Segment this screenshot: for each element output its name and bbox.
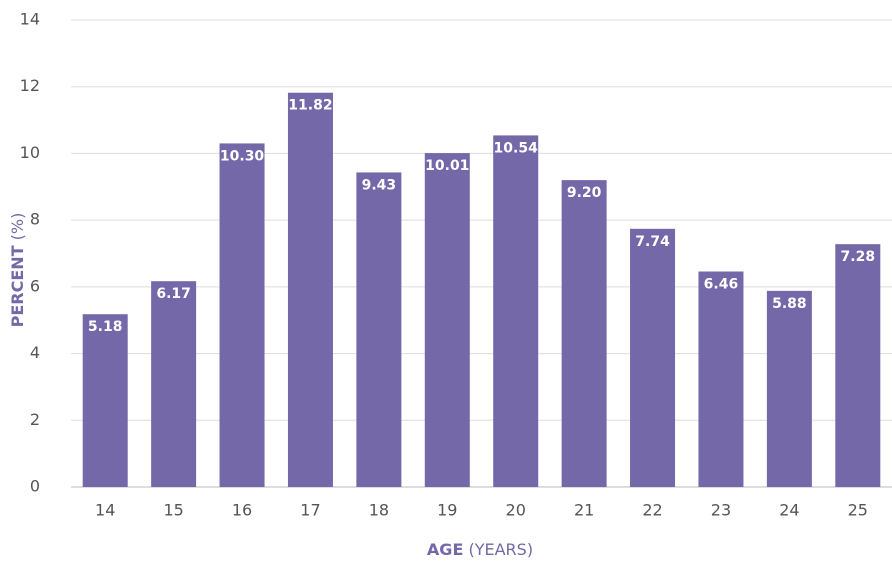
y-axis-label: PERCENT (%) bbox=[8, 213, 27, 328]
data-label: 11.82 bbox=[288, 98, 332, 114]
bar bbox=[82, 314, 128, 487]
x-axis-label: AGE (YEARS) bbox=[427, 540, 533, 559]
bar bbox=[287, 92, 333, 488]
data-label: 10.01 bbox=[425, 158, 469, 174]
x-tick-label: 14 bbox=[95, 501, 115, 520]
bar bbox=[835, 244, 881, 487]
y-axis-label-main: PERCENT bbox=[8, 245, 27, 327]
bar bbox=[493, 135, 539, 487]
bar bbox=[561, 180, 607, 487]
data-label: 6.46 bbox=[704, 277, 739, 293]
y-axis-label-unit: (%) bbox=[8, 213, 27, 241]
x-tick-label: 15 bbox=[163, 501, 183, 520]
x-tick-label: 19 bbox=[437, 501, 457, 520]
data-label: 6.17 bbox=[156, 286, 191, 302]
bar bbox=[630, 228, 676, 487]
x-tick-label: 25 bbox=[848, 501, 868, 520]
data-label: 5.18 bbox=[88, 319, 123, 335]
bar bbox=[766, 290, 812, 487]
y-tick-label: 2 bbox=[30, 410, 40, 429]
data-label: 7.28 bbox=[841, 249, 876, 265]
x-axis-label-main: AGE bbox=[427, 540, 463, 559]
data-label: 9.43 bbox=[362, 177, 397, 193]
x-tick-label: 22 bbox=[642, 501, 662, 520]
data-label: 5.88 bbox=[772, 296, 807, 312]
bar bbox=[698, 271, 744, 487]
x-tick-label: 18 bbox=[369, 501, 389, 520]
data-label: 10.30 bbox=[220, 148, 265, 164]
y-tick-label: 4 bbox=[30, 343, 40, 362]
x-axis-label-unit: (YEARS) bbox=[468, 540, 533, 559]
bar bbox=[219, 143, 265, 487]
bar bbox=[151, 281, 197, 487]
data-label: 9.20 bbox=[567, 185, 602, 201]
x-tick-label: 24 bbox=[779, 501, 799, 520]
data-label: 7.74 bbox=[635, 234, 670, 250]
y-tick-label: 14 bbox=[20, 10, 40, 29]
x-tick-label: 17 bbox=[300, 501, 320, 520]
x-tick-label: 20 bbox=[506, 501, 526, 520]
y-tick-label: 12 bbox=[20, 76, 40, 95]
data-label: 10.54 bbox=[494, 140, 539, 156]
bar bbox=[424, 153, 470, 487]
bar bbox=[356, 172, 402, 487]
y-tick-label: 10 bbox=[20, 143, 40, 162]
x-tick-label: 16 bbox=[232, 501, 252, 520]
y-tick-label: 6 bbox=[30, 276, 40, 295]
y-tick-label: 8 bbox=[30, 210, 40, 229]
x-tick-label: 23 bbox=[711, 501, 731, 520]
y-tick-label: 0 bbox=[30, 477, 40, 496]
x-tick-label: 21 bbox=[574, 501, 594, 520]
